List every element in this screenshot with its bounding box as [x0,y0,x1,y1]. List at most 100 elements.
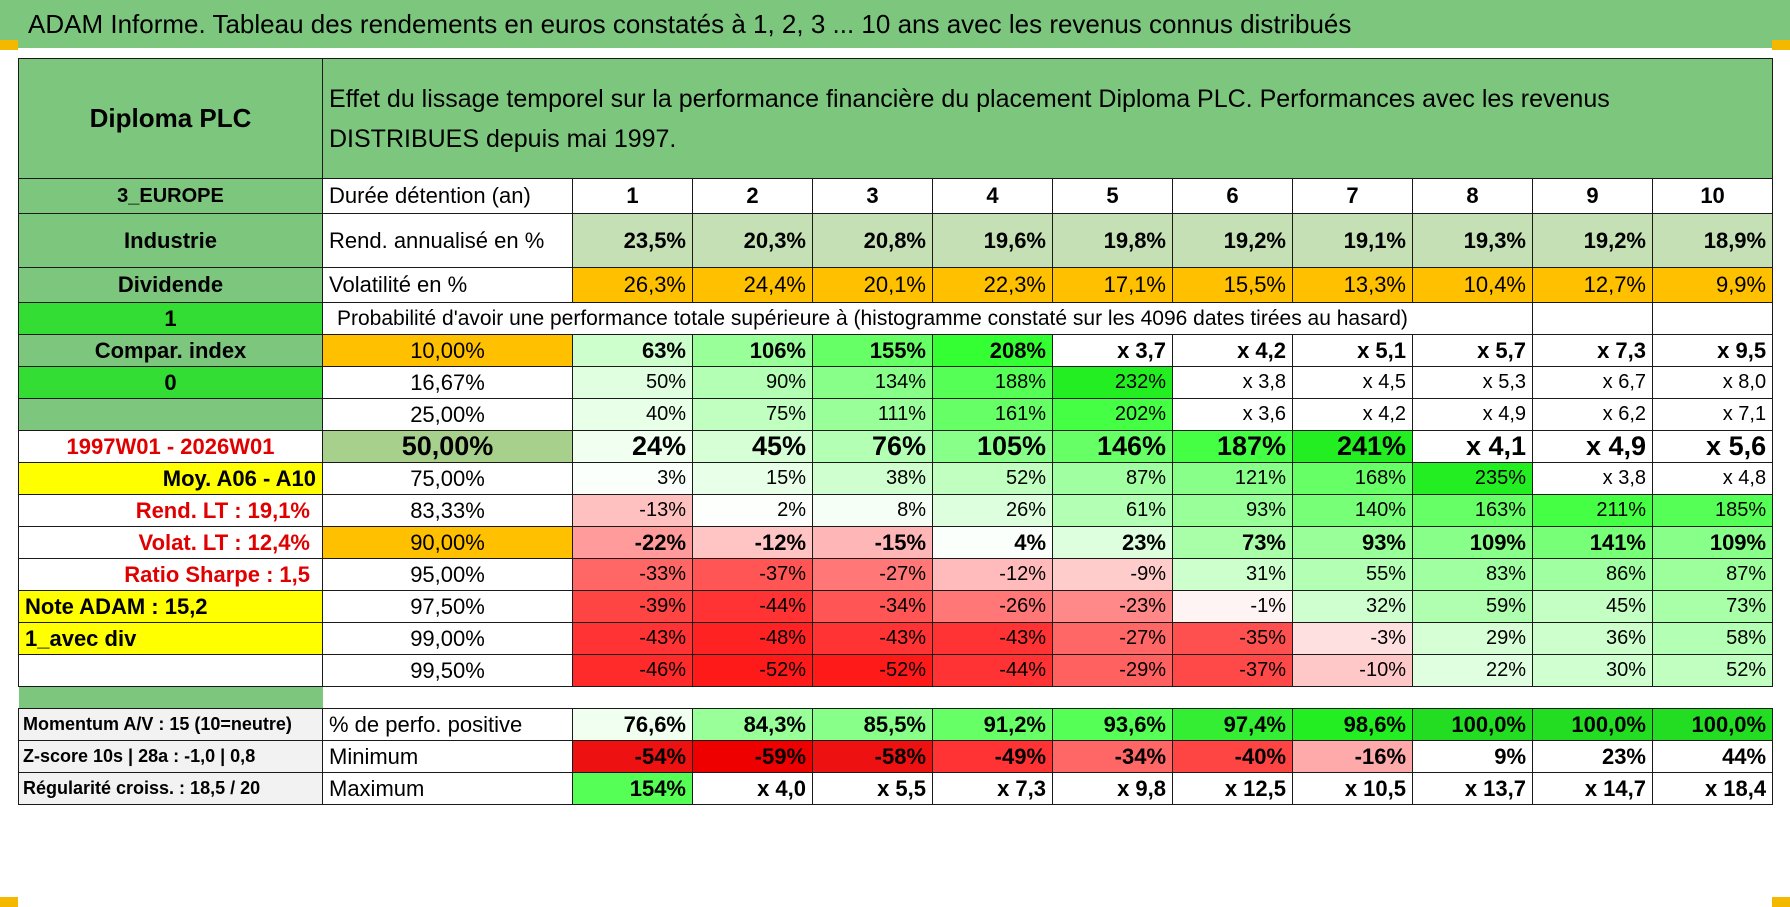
quantile-label: 10,00% [322,334,573,367]
quantile-value-cell: 121% [1172,462,1293,495]
year-header: 5 [1052,178,1173,214]
quantile-value-cell: 90% [692,366,813,399]
quantile-value-cell: -46% [572,654,693,687]
quantile-label: 99,50% [322,654,573,687]
corner-marker [1772,897,1790,907]
blank-cell [18,654,323,687]
positive-row: Momentum A/V : 15 (10=neutre) % de perfo… [18,708,1774,741]
positive-value-cell: 100,0% [1412,708,1533,741]
minimum-value-cell: 44% [1651,740,1774,773]
quantile-value-cell: x 5,6 [1651,430,1774,463]
maximum-value-cell: x 5,5 [812,772,933,805]
quantile-value-cell: 58% [1651,622,1774,655]
quantile-label: 95,00% [322,558,573,591]
annual-return-cell: 19,2% [1172,213,1293,268]
compar-index-label: Compar. index [18,334,323,367]
quantile-value-cell: 155% [812,334,933,367]
positive-value-cell: 93,6% [1052,708,1173,741]
maximum-value-cell: x 4,0 [692,772,813,805]
maximum-value-cell: x 13,7 [1412,772,1533,805]
quantile-value-cell: x 4,9 [1532,430,1653,463]
volatility-cell: 12,7% [1532,267,1653,303]
positive-value-cell: 97,4% [1172,708,1293,741]
sharpe-ratio-value: 1,5 [279,561,310,587]
quantile-value-cell: 109% [1412,526,1533,559]
zscore-label: Z-score 10s | 28a : -1,0 | 0,8 [18,740,323,773]
quantile-value-cell: x 4,8 [1651,462,1774,495]
quantile-value-cell: x 3,6 [1172,398,1293,431]
quantile-row: Moy. A06 - A10 75,00% 3% 15% 38% 52% 87% 121%… [18,462,1774,495]
quantile-value-cell: 235% [1412,462,1533,495]
blank-cell [1532,302,1653,335]
quantile-value-cell: 26% [932,494,1053,527]
blank-cell [18,398,323,431]
annual-return-cell: 18,9% [1651,213,1774,268]
year-header: 4 [932,178,1053,214]
volatility-cell: 20,1% [812,267,933,303]
minimum-label: Minimum [322,740,573,773]
quantile-value-cell: -43% [572,622,693,655]
annual-return-cell: 20,8% [812,213,933,268]
duration-label: Durée détention (an) [322,178,573,214]
quantile-value-cell: 52% [1651,654,1774,687]
quantile-row: Compar. index 10,00% 63% 106% 155% 208% x 3,… [18,334,1774,367]
quantile-value-cell: -10% [1292,654,1413,687]
quantile-value-cell: -44% [692,590,813,623]
maximum-value-cell: x 12,5 [1172,772,1293,805]
quantile-value-cell: 146% [1052,430,1173,463]
probability-heading-row: 1 Probabilité d'avoir une performance to… [18,302,1774,335]
quantile-row: 1997W01 - 2026W01 50,00% 24% 45% 76% 105% 14… [18,430,1774,463]
year-header: 1 [572,178,693,214]
quantile-value-cell: -12% [932,558,1053,591]
maximum-row: Régularité croiss. : 18,5 / 20 Maximum 1… [18,772,1774,805]
quantile-value-cell: x 3,7 [1052,334,1173,367]
moyenne-label: Moy. A06 - A10 [18,462,323,495]
regularity-label: Régularité croiss. : 18,5 / 20 [18,772,323,805]
quantile-value-cell: 109% [1651,526,1774,559]
quantile-row: Ratio Sharpe :1,5 95,00% -33% -37% -27% -12… [18,558,1774,591]
annual-return-row: Industrie Rend. annualisé en % 23,5% 20,… [18,213,1774,268]
year-header: 8 [1412,178,1533,214]
spacer-cell [18,686,323,709]
quantile-value-cell: x 4,9 [1412,398,1533,431]
quantile-row: 1_avec div 99,00% -43% -48% -43% -43% -27% -3… [18,622,1774,655]
annual-return-cell: 23,5% [572,213,693,268]
year-header: 9 [1532,178,1653,214]
volatility-cell: 22,3% [932,267,1053,303]
quantile-value-cell: 111% [812,398,933,431]
quantile-value-cell: 61% [1052,494,1173,527]
quantile-value-cell: -48% [692,622,813,655]
quantile-value-cell: -15% [812,526,933,559]
quantile-label: 25,00% [322,398,573,431]
quantile-value-cell: 50% [572,366,693,399]
quantile-value-cell: x 4,2 [1292,398,1413,431]
quantile-value-cell: 63% [572,334,693,367]
quantile-value-cell: 29% [1412,622,1533,655]
quantile-value-cell: 140% [1292,494,1413,527]
volatility-label: Volatilité en % [322,267,573,303]
quantile-value-cell: -52% [812,654,933,687]
quantile-label: 99,00% [322,622,573,655]
quantile-value-cell: -33% [572,558,693,591]
maximum-value-cell: x 10,5 [1292,772,1413,805]
year-header: 6 [1172,178,1293,214]
flag-one-cell[interactable]: 1 [18,302,323,335]
quantile-value-cell: 45% [692,430,813,463]
quantile-value-cell: 168% [1292,462,1413,495]
volatility-cell: 17,1% [1052,267,1173,303]
quantile-value-cell: -37% [1172,654,1293,687]
flag-zero-cell[interactable]: 0 [18,366,323,399]
quantile-value-cell: 30% [1532,654,1653,687]
annual-return-cell: 19,1% [1292,213,1413,268]
annual-return-cell: 19,8% [1052,213,1173,268]
quantile-value-cell: 163% [1412,494,1533,527]
quantile-value-cell: x 3,8 [1172,366,1293,399]
period-label: 1997W01 - 2026W01 [18,430,323,463]
quantile-value-cell: x 7,1 [1651,398,1774,431]
quantile-value-cell: 40% [572,398,693,431]
quantile-value-cell: x 5,7 [1412,334,1533,367]
asset-name: Diploma PLC [18,58,323,179]
annual-return-cell: 19,3% [1412,213,1533,268]
positive-value-cell: 91,2% [932,708,1053,741]
long-term-volatility-label: Volat. LT : [138,529,242,555]
